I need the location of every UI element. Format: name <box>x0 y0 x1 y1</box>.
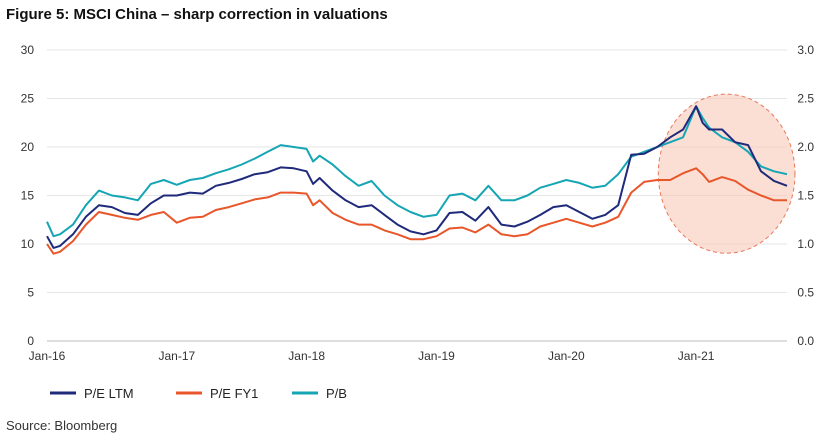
chart-title: Figure 5: MSCI China – sharp correction … <box>6 6 388 23</box>
legend-label: P/E FY1 <box>210 386 258 401</box>
right-axis-ticks: 0.0 0.5 1.0 1.5 2.0 2.5 3.0 <box>797 43 814 348</box>
left-tick-label: 5 <box>27 286 34 300</box>
series-lines <box>46 105 788 255</box>
series-line-p-b <box>46 105 788 238</box>
left-tick-label: 30 <box>21 43 35 57</box>
chart: 0 5 10 15 20 25 30 0.0 0.5 1.0 1.5 2.0 2.5 3.0 Jan-1… <box>21 43 815 401</box>
right-tick-label: 1.5 <box>797 189 814 203</box>
right-tick-label: 3.0 <box>797 43 814 57</box>
left-tick-label: 20 <box>21 140 35 154</box>
right-tick-label: 0.5 <box>797 286 814 300</box>
left-tick-label: 25 <box>21 92 35 106</box>
left-axis-ticks: 0 5 10 15 20 25 30 <box>21 43 35 348</box>
legend-label: P/E LTM <box>84 386 134 401</box>
legend: P/E LTM P/E FY1 P/B <box>50 386 347 401</box>
x-axis: Jan-16 Jan-17 Jan-18 Jan-19 Jan-20 Jan-21 <box>29 349 715 363</box>
highlight-ellipse-layer <box>657 93 796 254</box>
x-tick-label: Jan-19 <box>418 349 455 363</box>
source-note: Source: Bloomberg <box>6 418 118 433</box>
x-tick-label: Jan-16 <box>29 349 66 363</box>
x-tick-label: Jan-17 <box>158 349 195 363</box>
right-tick-label: 2.0 <box>797 140 814 154</box>
x-tick-label: Jan-21 <box>678 349 715 363</box>
left-tick-label: 15 <box>21 189 35 203</box>
left-tick-label: 0 <box>27 334 34 348</box>
left-tick-label: 10 <box>21 237 35 251</box>
x-tick-label: Jan-18 <box>288 349 325 363</box>
right-tick-label: 1.0 <box>797 237 814 251</box>
series-line-p-e-fy1 <box>46 167 787 255</box>
right-tick-label: 0.0 <box>797 334 814 348</box>
x-tick-label: Jan-20 <box>548 349 585 363</box>
legend-label: P/B <box>326 386 347 401</box>
highlight-ellipse <box>657 93 796 254</box>
series-line-p-e-ltm <box>46 105 788 249</box>
right-tick-label: 2.5 <box>797 92 814 106</box>
